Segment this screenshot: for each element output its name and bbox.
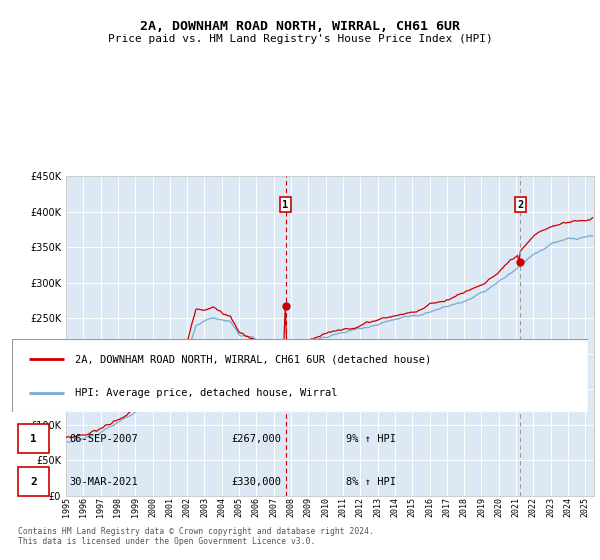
Text: £330,000: £330,000 [231, 477, 281, 487]
Text: Contains HM Land Registry data © Crown copyright and database right 2024.
This d: Contains HM Land Registry data © Crown c… [18, 527, 374, 546]
Text: 06-SEP-2007: 06-SEP-2007 [70, 433, 139, 444]
Text: £267,000: £267,000 [231, 433, 281, 444]
Text: 8% ↑ HPI: 8% ↑ HPI [346, 477, 396, 487]
Text: Price paid vs. HM Land Registry's House Price Index (HPI): Price paid vs. HM Land Registry's House … [107, 34, 493, 44]
Bar [18, 468, 49, 496]
Text: 2: 2 [30, 477, 37, 487]
Text: 1: 1 [30, 433, 37, 444]
Text: 2: 2 [517, 200, 523, 210]
Text: 2A, DOWNHAM ROAD NORTH, WIRRAL, CH61 6UR (detached house): 2A, DOWNHAM ROAD NORTH, WIRRAL, CH61 6UR… [76, 354, 431, 364]
Text: 30-MAR-2021: 30-MAR-2021 [70, 477, 139, 487]
Bar [18, 424, 49, 452]
Text: 9% ↑ HPI: 9% ↑ HPI [346, 433, 396, 444]
Text: 1: 1 [283, 200, 289, 210]
Text: HPI: Average price, detached house, Wirral: HPI: Average price, detached house, Wirr… [76, 389, 338, 398]
Text: 2A, DOWNHAM ROAD NORTH, WIRRAL, CH61 6UR: 2A, DOWNHAM ROAD NORTH, WIRRAL, CH61 6UR [140, 20, 460, 32]
